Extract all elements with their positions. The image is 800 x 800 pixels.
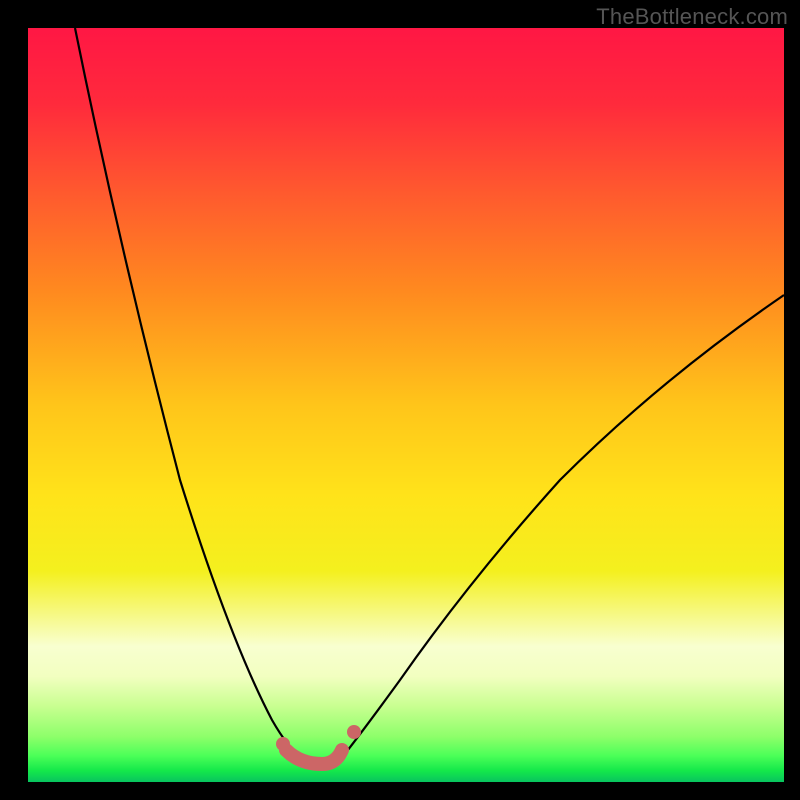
chart-stage: TheBottleneck.com <box>0 0 800 800</box>
watermark-text: TheBottleneck.com <box>596 4 788 30</box>
plot-area <box>28 28 784 782</box>
chart-svg <box>0 0 800 800</box>
marker-end-dot <box>347 725 361 739</box>
marker-start-dot <box>276 737 290 751</box>
